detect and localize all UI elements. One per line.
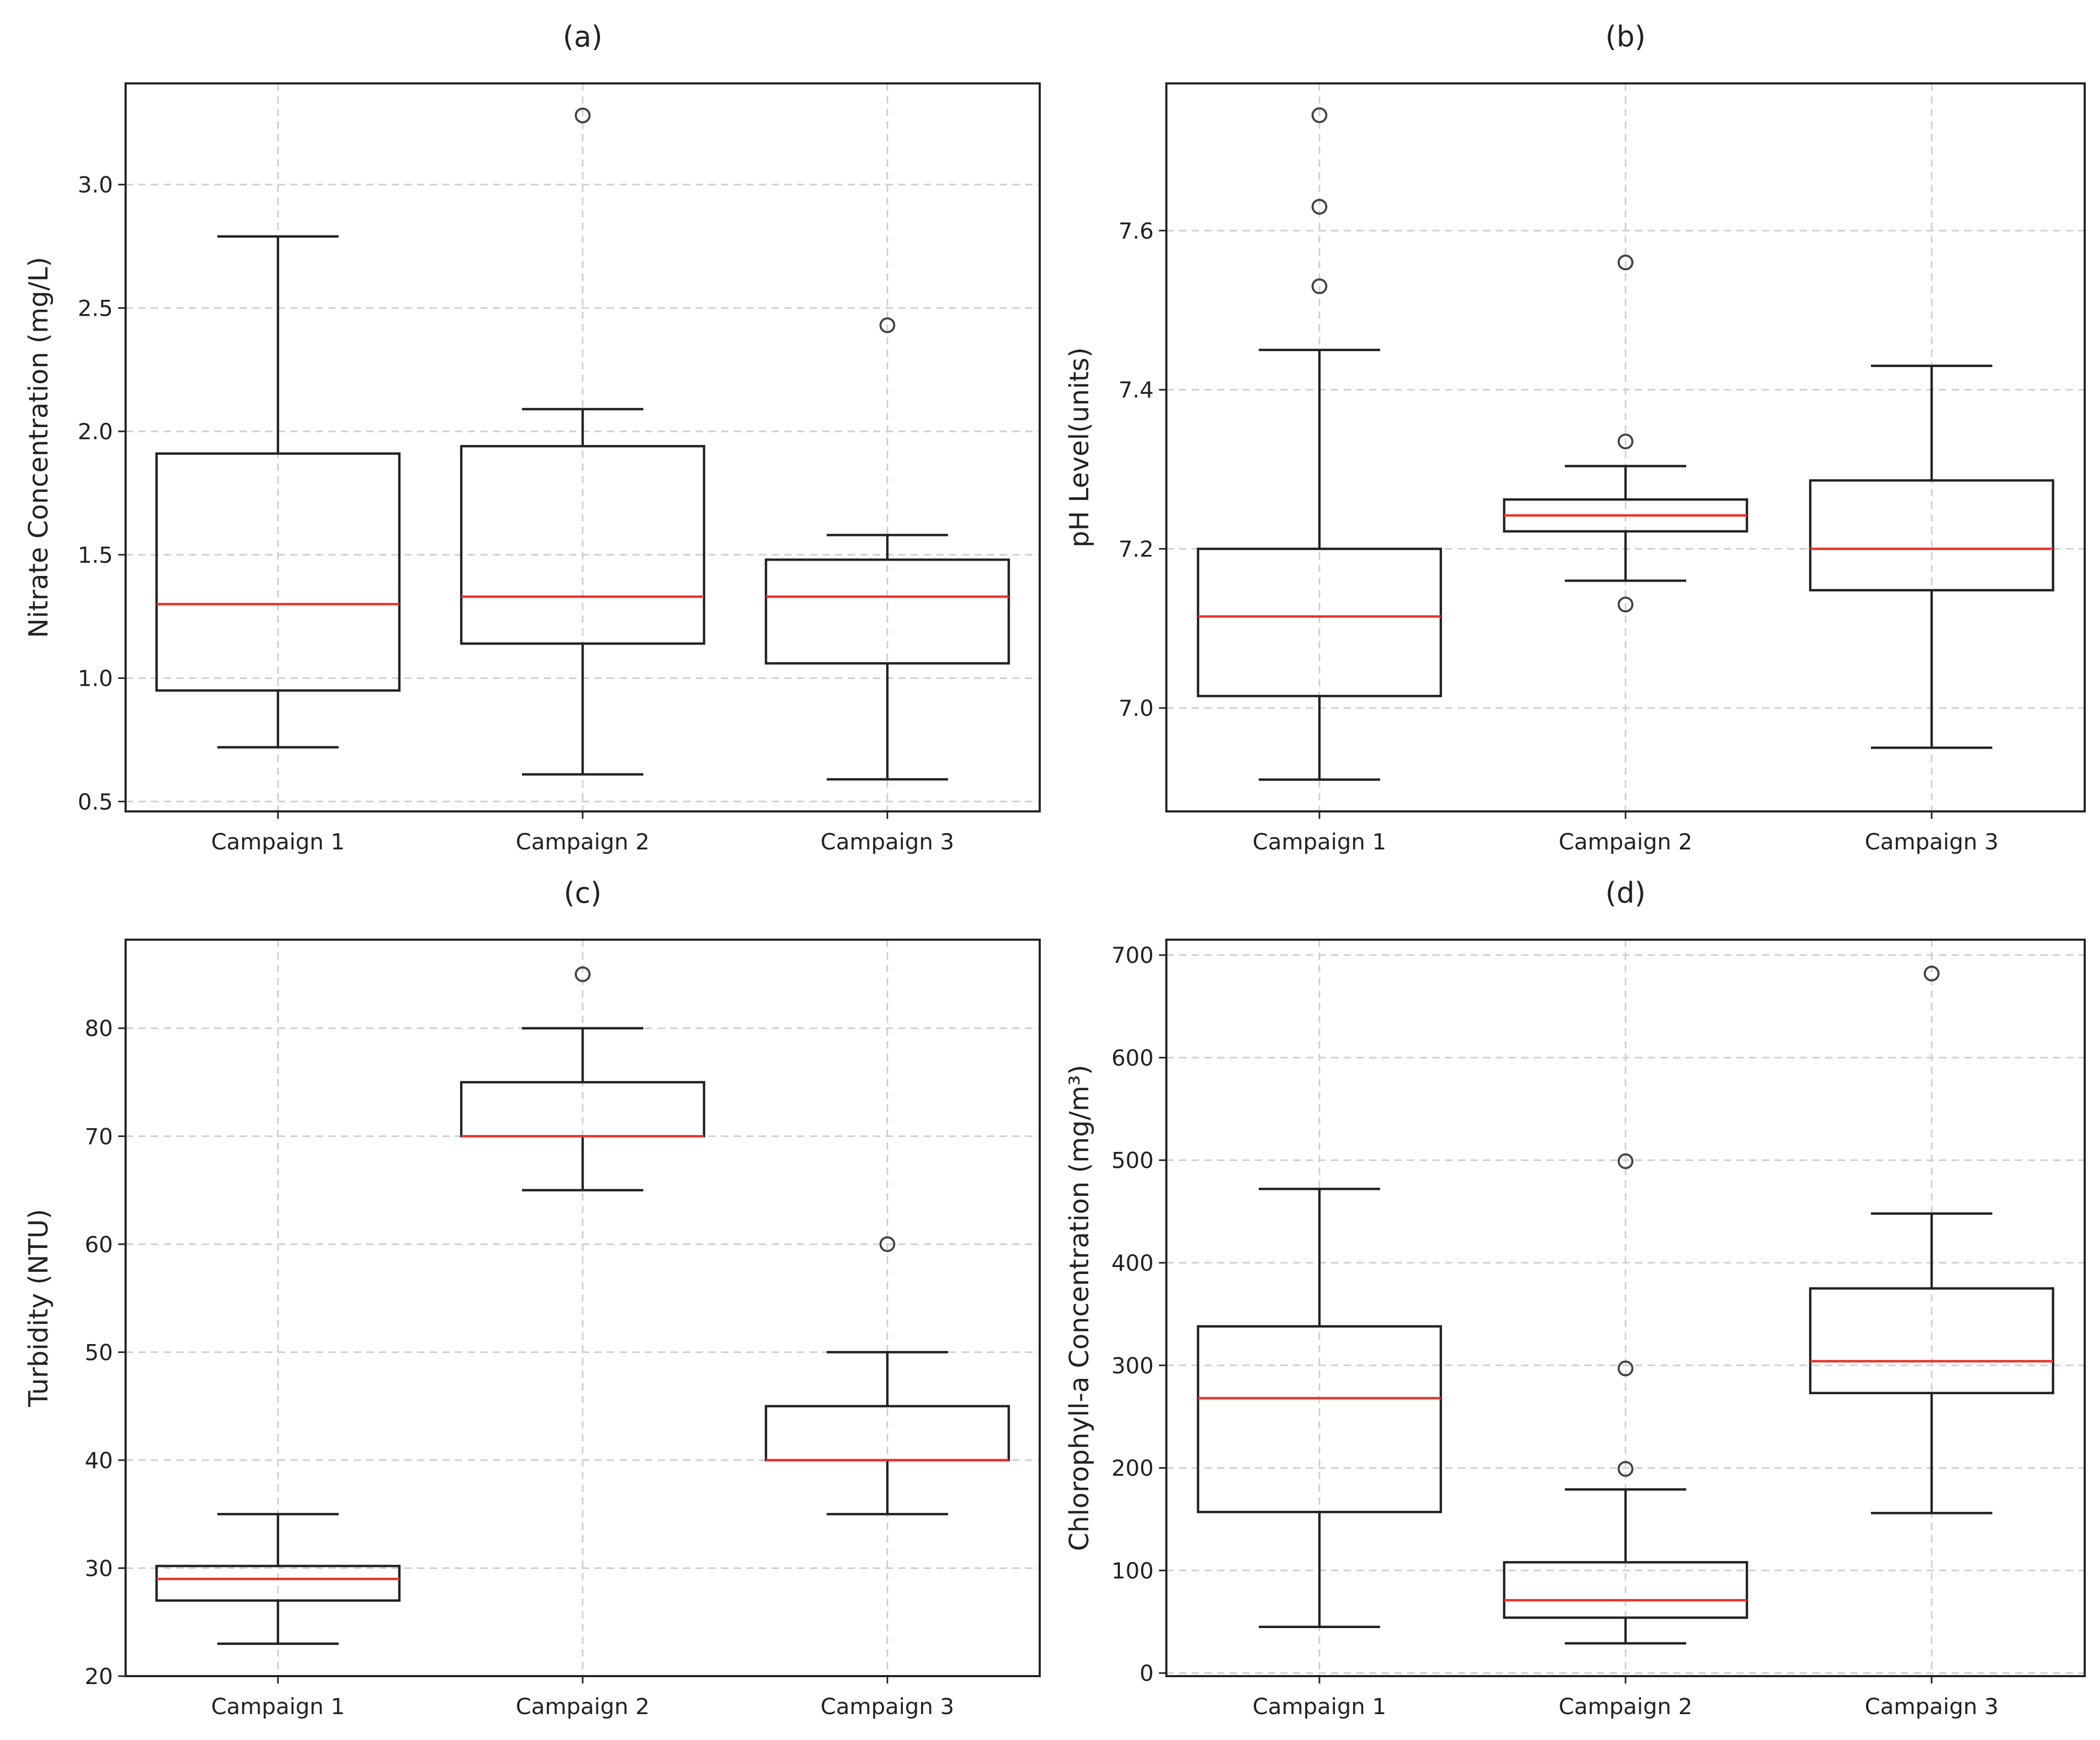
panel-b: 7.0 7.2 7.4 7.6 Campaign 1 Campaign 2 Campaign…	[1064, 20, 2086, 855]
x-tick-label: Campaign 3	[821, 829, 954, 855]
outlier-point	[1618, 1461, 1633, 1477]
box-1	[155, 235, 401, 749]
outlier-point	[1618, 1360, 1633, 1377]
y-tick-label: 0.5	[78, 789, 113, 815]
outlier-point	[879, 1236, 896, 1252]
box-2	[460, 966, 706, 1191]
box-3	[765, 1236, 1010, 1516]
panel-c: 20 30 40 50 60 70 80 Campaign 1 Campaign 2 Campai…	[23, 876, 1041, 1719]
y-tick-label: 7.0	[1118, 695, 1154, 721]
outlier-point	[1618, 1153, 1633, 1169]
iqr-box	[155, 452, 401, 692]
x-tick-label: Campaign 2	[1559, 1694, 1692, 1719]
outlier-point	[1618, 597, 1633, 613]
panel-title: (c)	[564, 876, 602, 910]
y-tick-label: 1.0	[78, 666, 113, 692]
outlier-point	[575, 107, 591, 124]
outlier-point	[575, 966, 591, 982]
iqr-box	[1196, 547, 1442, 697]
y-tick-label: 2.0	[78, 419, 113, 445]
outlier-point	[1618, 433, 1633, 450]
y-tick-label: 2.5	[78, 295, 113, 321]
x-tick-label: Campaign 3	[1865, 1694, 1998, 1719]
y-tick-label: 40	[85, 1448, 113, 1473]
panel-title: (a)	[563, 20, 602, 53]
y-tick-label: 20	[85, 1663, 113, 1689]
box-2	[1503, 254, 1749, 613]
panel-a: 0.5 1.0 1.5 2.0 2.5 3.0 Campaign 1 Campaign 2 Ca…	[23, 20, 1041, 855]
box-1	[155, 1512, 401, 1645]
iqr-box	[1809, 479, 2055, 592]
y-tick-label: 80	[85, 1016, 113, 1042]
y-tick-label: 300	[1111, 1353, 1154, 1378]
outlier-point	[1312, 107, 1327, 124]
box-2	[1503, 1153, 1749, 1645]
y-tick-label: 200	[1111, 1455, 1154, 1481]
x-tick-label: Campaign 3	[821, 1694, 954, 1719]
x-tick-label: Campaign 1	[211, 829, 345, 855]
y-tick-label: 600	[1111, 1045, 1154, 1071]
x-tick-label: Campaign 1	[1252, 1694, 1386, 1719]
box-3	[1809, 966, 2055, 1515]
outlier-point	[879, 317, 896, 334]
outlier-point	[1924, 966, 1940, 982]
y-tick-label: 700	[1111, 942, 1154, 968]
box-3	[1809, 364, 2055, 749]
box-3	[765, 317, 1010, 781]
outlier-point	[1312, 198, 1327, 215]
x-tick-label: Campaign 2	[516, 829, 649, 855]
y-tick-label: 7.4	[1118, 377, 1154, 403]
y-tick-label: 7.6	[1118, 218, 1154, 244]
x-tick-label: Campaign 3	[1865, 829, 1998, 855]
iqr-box	[1809, 1287, 2055, 1395]
y-tick-label: 60	[85, 1232, 113, 1257]
iqr-box	[1196, 1325, 1442, 1514]
iqr-box	[155, 1565, 401, 1602]
y-tick-label: 400	[1111, 1250, 1154, 1276]
y-tick-label: 7.2	[1118, 536, 1154, 562]
y-tick-label: 50	[85, 1339, 113, 1365]
outlier-point	[1312, 278, 1327, 295]
y-axis-label: Nitrate Concentration (mg/L)	[23, 257, 54, 638]
x-tick-label: Campaign 1	[211, 1694, 345, 1719]
box-2	[460, 107, 706, 776]
box-1	[1196, 1187, 1442, 1628]
panel-d: 0 100 200 300 400 500 600 700 Campaign 1 Campaign…	[1064, 876, 2086, 1719]
iqr-box	[460, 445, 706, 645]
panel-title: (b)	[1605, 20, 1646, 53]
iqr-box	[765, 558, 1010, 665]
iqr-box	[1503, 1561, 1749, 1619]
x-tick-label: Campaign 2	[516, 1694, 649, 1719]
y-tick-label: 0	[1139, 1660, 1154, 1686]
y-axis-label: pH Level(units)	[1064, 347, 1095, 547]
y-tick-label: 70	[85, 1123, 113, 1149]
y-tick-label: 1.5	[78, 542, 113, 568]
y-axis-label: Turbidity (NTU)	[23, 1209, 54, 1407]
y-tick-label: 3.0	[78, 172, 113, 198]
box-1	[1196, 107, 1442, 781]
outlier-point	[1618, 254, 1633, 271]
x-tick-label: Campaign 1	[1252, 829, 1386, 855]
y-tick-label: 30	[85, 1555, 113, 1581]
x-tick-label: Campaign 2	[1559, 829, 1692, 855]
y-tick-label: 100	[1111, 1558, 1154, 1584]
panel-title: (d)	[1605, 876, 1646, 910]
y-tick-label: 500	[1111, 1148, 1154, 1174]
y-axis-label: Chlorophyll-a Concentration (mg/m³)	[1064, 1065, 1095, 1551]
